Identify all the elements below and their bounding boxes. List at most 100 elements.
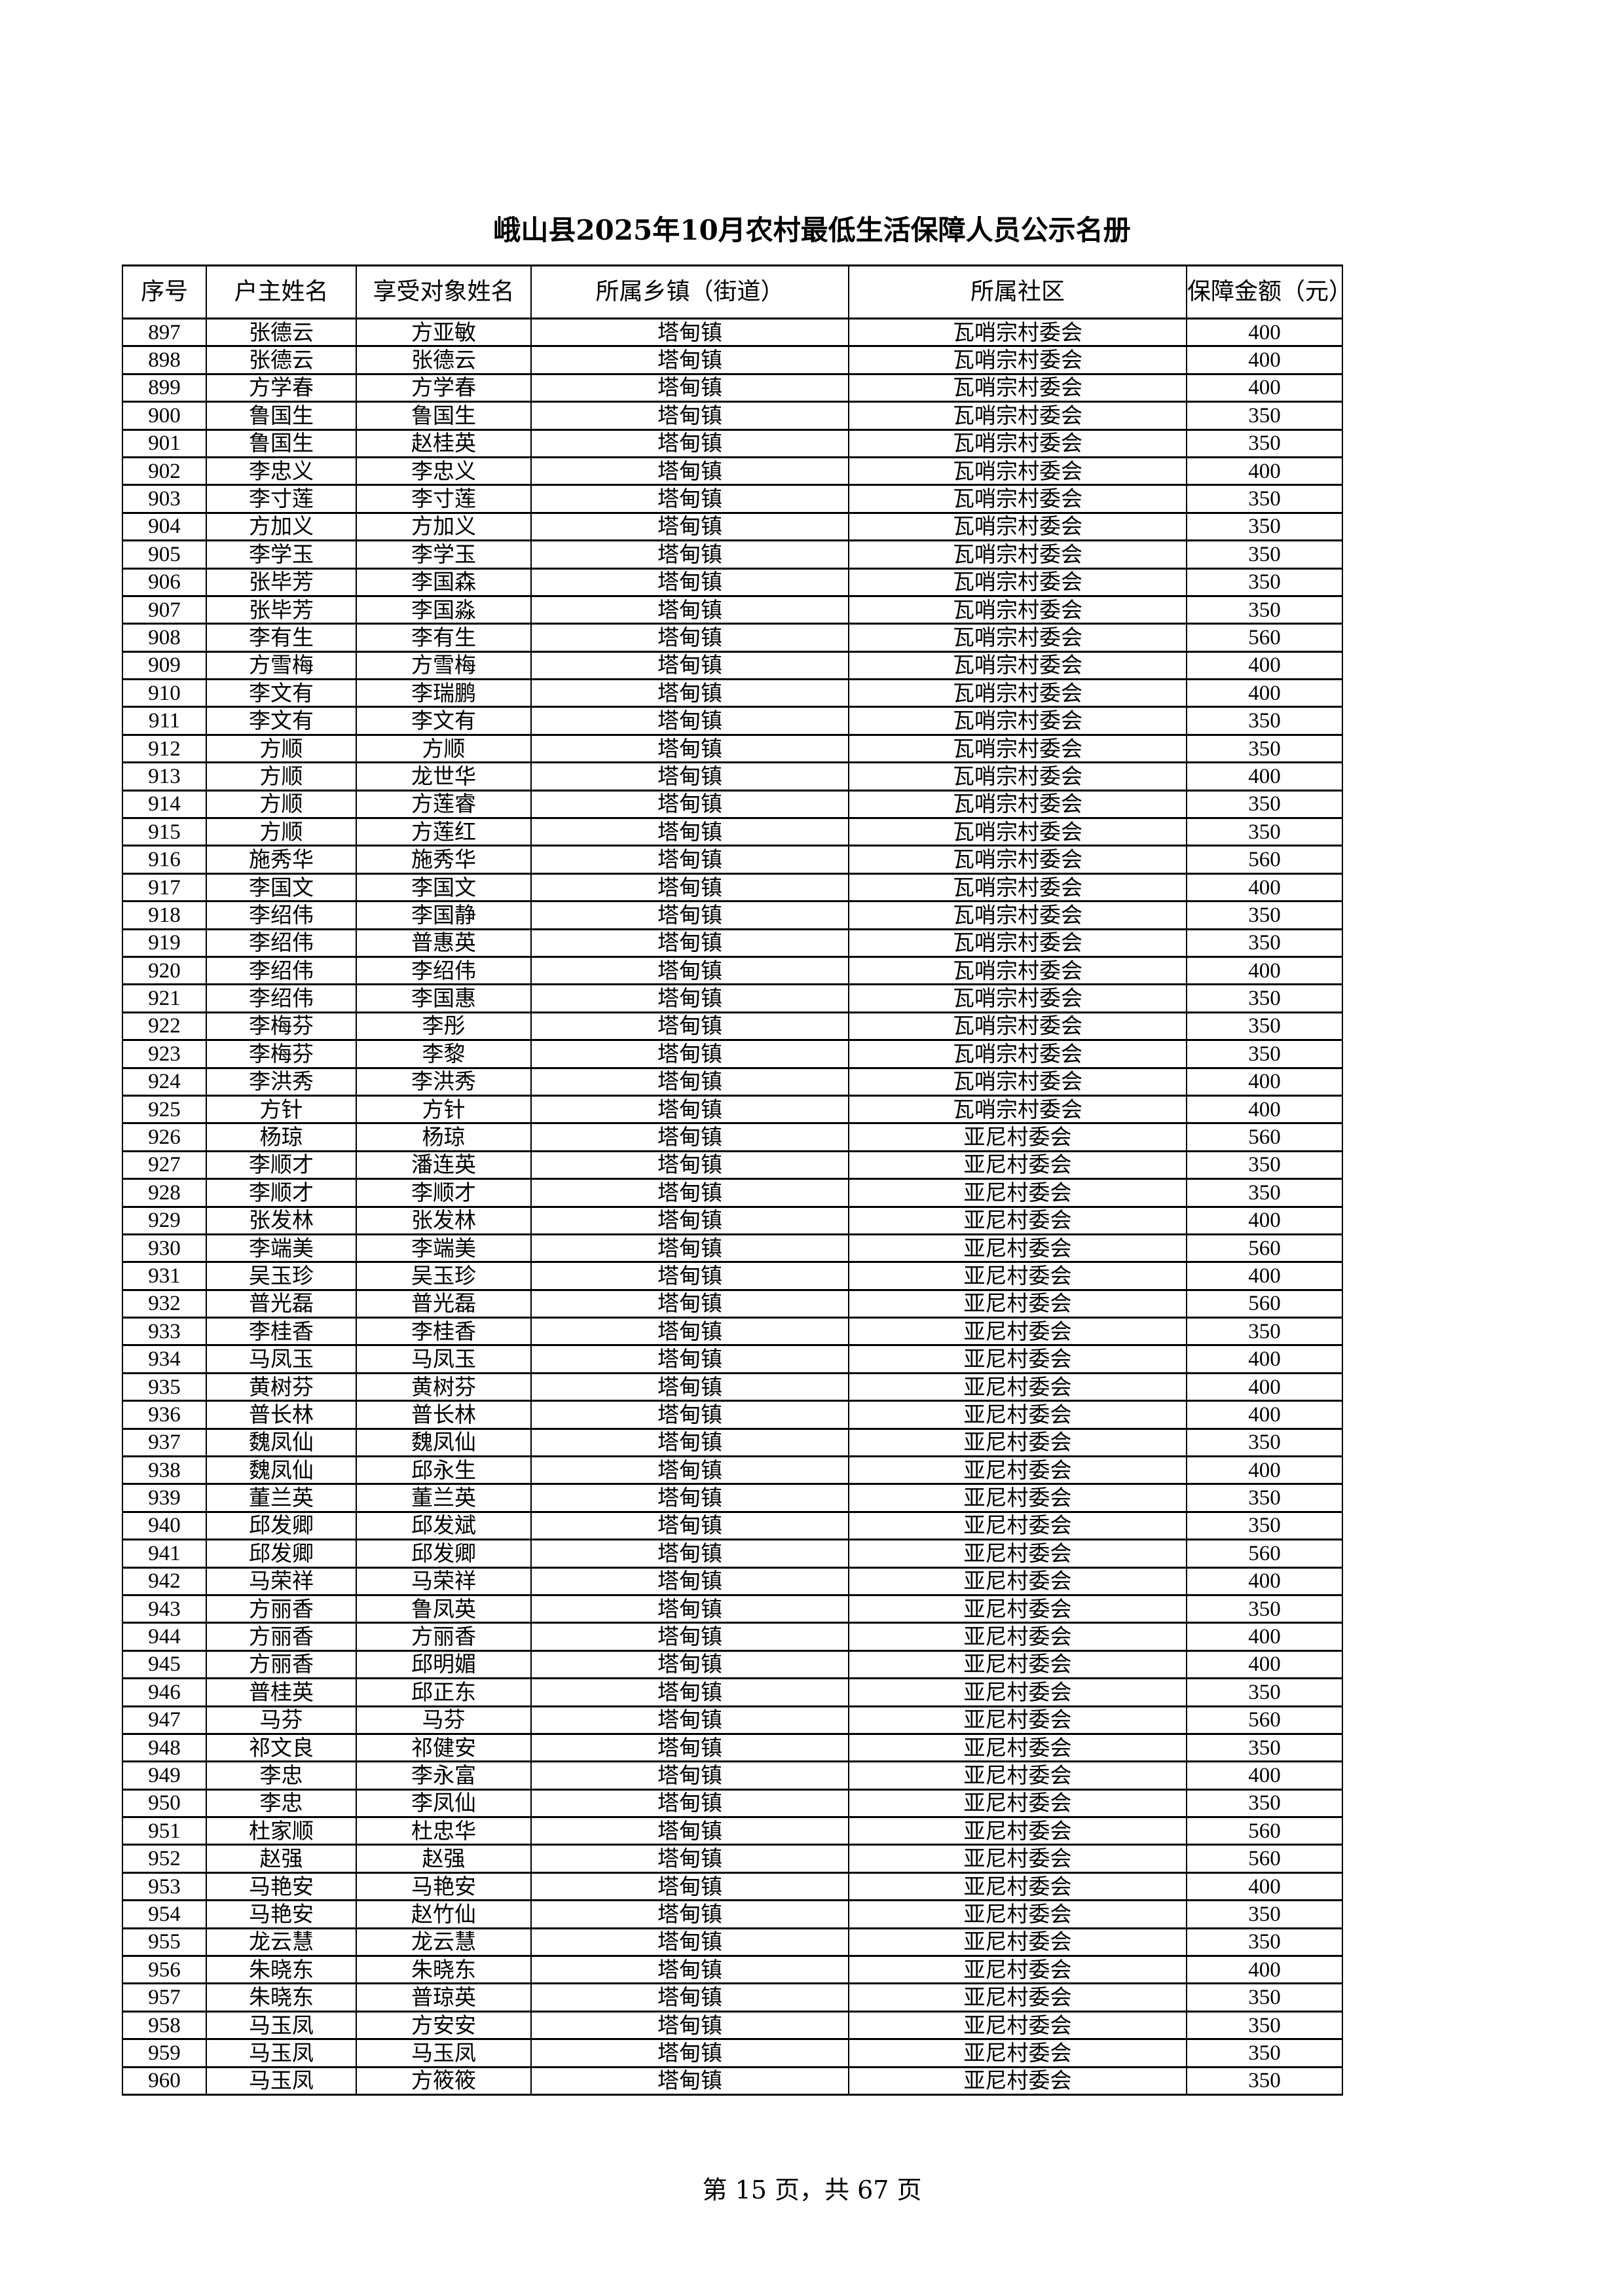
householder-name-cell: 李忠 [206, 1760, 357, 1791]
community-cell: 瓦哨宗村委会 [848, 594, 1187, 625]
township-cell: 塔甸镇 [530, 1233, 849, 1264]
amount-cell: 350 [1186, 401, 1343, 431]
serial-number-cell: 928 [122, 1178, 207, 1208]
amount-cell: 400 [1186, 345, 1343, 375]
householder-name-cell: 张发林 [206, 1205, 357, 1235]
community-cell: 瓦哨宗村委会 [848, 872, 1187, 903]
amount-cell: 400 [1186, 1372, 1343, 1402]
beneficiary-name-cell: 方安安 [356, 2010, 532, 2041]
serial-number-cell: 946 [122, 1677, 207, 1707]
amount-cell: 350 [1186, 1510, 1343, 1541]
amount-cell: 350 [1186, 1039, 1343, 1069]
householder-name-cell: 李梅芬 [206, 1011, 357, 1042]
township-cell: 塔甸镇 [530, 1483, 849, 1513]
serial-number-cell: 938 [122, 1455, 207, 1485]
amount-cell: 350 [1186, 2066, 1343, 2096]
serial-number-cell: 953 [122, 1871, 207, 1902]
table-row: 957 朱晓东 普琼英 塔甸镇 亚尼村委会 350 [122, 1982, 1343, 2013]
community-cell: 瓦哨宗村委会 [848, 845, 1187, 875]
amount-cell: 350 [1186, 567, 1343, 597]
householder-name-cell: 鲁国生 [206, 428, 357, 458]
community-cell: 瓦哨宗村委会 [848, 789, 1187, 820]
township-cell: 塔甸镇 [530, 650, 849, 681]
householder-name-cell: 张毕芳 [206, 567, 357, 597]
serial-number-cell: 943 [122, 1594, 207, 1624]
table-row: 911 李文有 李文有 塔甸镇 瓦哨宗村委会 350 [122, 706, 1343, 736]
township-cell: 塔甸镇 [530, 955, 849, 986]
township-cell: 塔甸镇 [530, 1400, 849, 1430]
householder-name-cell: 马凤玉 [206, 1344, 357, 1374]
beneficiary-name-cell: 李洪秀 [356, 1066, 532, 1097]
table-row: 916 施秀华 施秀华 塔甸镇 瓦哨宗村委会 560 [122, 845, 1343, 875]
header-householder-name: 户主姓名 [206, 264, 357, 319]
township-cell: 塔甸镇 [530, 1816, 849, 1846]
amount-cell: 350 [1186, 539, 1343, 570]
community-cell: 亚尼村委会 [848, 1539, 1187, 1569]
township-cell: 塔甸镇 [530, 317, 849, 348]
serial-number-cell: 916 [122, 845, 207, 875]
householder-name-cell: 张德云 [206, 345, 357, 375]
amount-cell: 350 [1186, 928, 1343, 958]
township-cell: 塔甸镇 [530, 1205, 849, 1235]
serial-number-cell: 905 [122, 539, 207, 570]
table-row: 935 黄树芬 黄树芬 塔甸镇 亚尼村委会 400 [122, 1372, 1343, 1402]
township-cell: 塔甸镇 [530, 1178, 849, 1208]
householder-name-cell: 李端美 [206, 1233, 357, 1264]
amount-cell: 350 [1186, 2038, 1343, 2068]
township-cell: 塔甸镇 [530, 1539, 849, 1569]
serial-number-cell: 955 [122, 1927, 207, 1958]
beneficiary-name-cell: 魏凤仙 [356, 1427, 532, 1458]
householder-name-cell: 李顺才 [206, 1150, 357, 1180]
householder-name-cell: 魏凤仙 [206, 1427, 357, 1458]
table-row: 906 张毕芳 李国森 塔甸镇 瓦哨宗村委会 350 [122, 567, 1343, 597]
community-cell: 亚尼村委会 [848, 1677, 1187, 1707]
householder-name-cell: 魏凤仙 [206, 1455, 357, 1485]
amount-cell: 560 [1186, 1539, 1343, 1569]
township-cell: 塔甸镇 [530, 678, 849, 708]
township-cell: 塔甸镇 [530, 345, 849, 375]
beneficiary-name-cell: 邱正东 [356, 1677, 532, 1707]
community-cell: 瓦哨宗村委会 [848, 928, 1187, 958]
householder-name-cell: 赵强 [206, 1844, 357, 1874]
beneficiary-name-cell: 李文有 [356, 706, 532, 736]
serial-number-cell: 935 [122, 1372, 207, 1402]
householder-name-cell: 马玉凤 [206, 2010, 357, 2041]
amount-cell: 400 [1186, 872, 1343, 903]
amount-cell: 400 [1186, 1400, 1343, 1430]
amount-cell: 400 [1186, 650, 1343, 681]
community-cell: 瓦哨宗村委会 [848, 428, 1187, 458]
serial-number-cell: 926 [122, 1122, 207, 1152]
serial-number-cell: 914 [122, 789, 207, 820]
serial-number-cell: 923 [122, 1039, 207, 1069]
serial-number-cell: 925 [122, 1094, 207, 1125]
householder-name-cell: 朱晓东 [206, 1955, 357, 1985]
beneficiary-name-cell: 赵竹仙 [356, 1899, 532, 1929]
serial-number-cell: 948 [122, 1732, 207, 1763]
table-row: 921 李绍伟 李国惠 塔甸镇 瓦哨宗村委会 350 [122, 983, 1343, 1013]
amount-cell: 400 [1186, 761, 1343, 792]
householder-name-cell: 董兰英 [206, 1483, 357, 1513]
beneficiary-name-cell: 马玉凤 [356, 2038, 532, 2068]
amount-cell: 560 [1186, 1844, 1343, 1874]
township-cell: 塔甸镇 [530, 1982, 849, 2013]
amount-cell: 350 [1186, 1150, 1343, 1180]
beneficiary-name-cell: 李顺才 [356, 1178, 532, 1208]
serial-number-cell: 912 [122, 733, 207, 764]
serial-number-cell: 940 [122, 1510, 207, 1541]
serial-number-cell: 945 [122, 1649, 207, 1680]
township-cell: 塔甸镇 [530, 845, 849, 875]
householder-name-cell: 普长林 [206, 1400, 357, 1430]
township-cell: 塔甸镇 [530, 2038, 849, 2068]
serial-number-cell: 897 [122, 317, 207, 348]
township-cell: 塔甸镇 [530, 1705, 849, 1735]
serial-number-cell: 911 [122, 706, 207, 736]
community-cell: 亚尼村委会 [848, 1483, 1187, 1513]
township-cell: 塔甸镇 [530, 706, 849, 736]
beneficiary-name-cell: 李彤 [356, 1011, 532, 1042]
amount-cell: 560 [1186, 1122, 1343, 1152]
beneficiary-name-cell: 张德云 [356, 345, 532, 375]
householder-name-cell: 方针 [206, 1094, 357, 1125]
table-row: 922 李梅芬 李彤 塔甸镇 瓦哨宗村委会 350 [122, 1011, 1343, 1042]
serial-number-cell: 939 [122, 1483, 207, 1513]
township-cell: 塔甸镇 [530, 1677, 849, 1707]
